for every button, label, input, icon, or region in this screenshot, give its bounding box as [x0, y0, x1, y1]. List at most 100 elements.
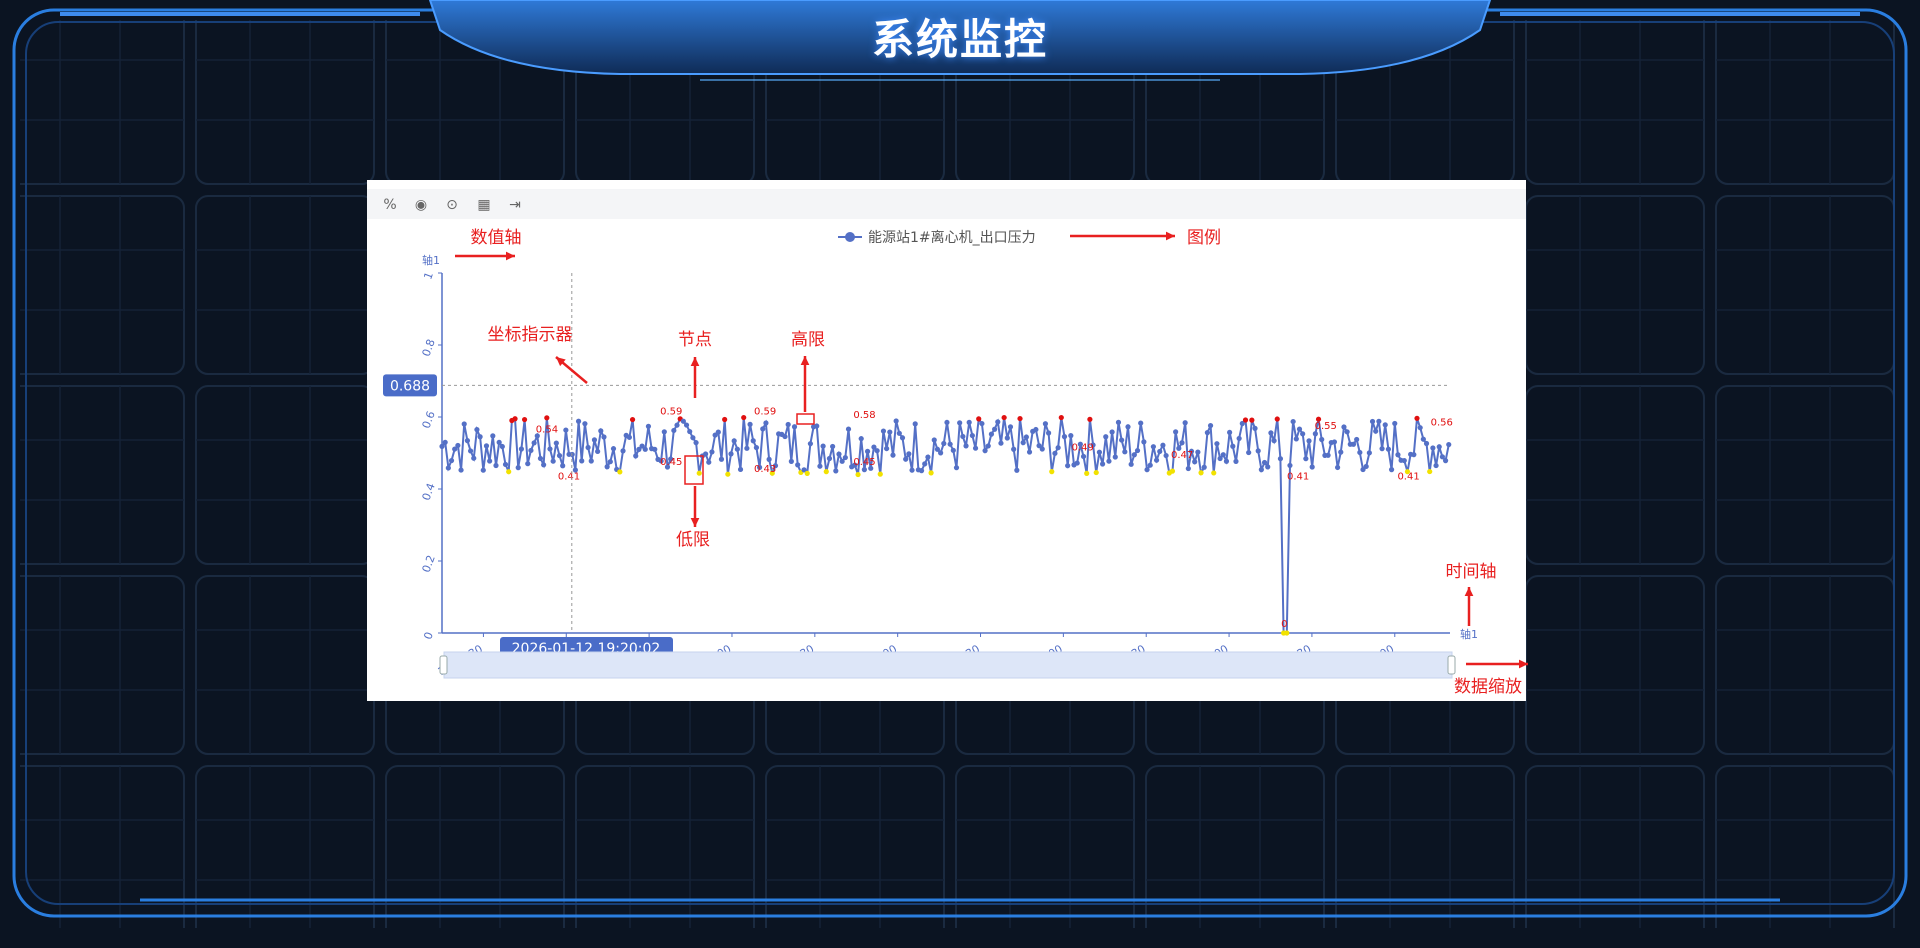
data-point [976, 416, 982, 422]
data-point [639, 443, 645, 449]
data-point [753, 444, 760, 451]
data-point [1246, 449, 1252, 456]
export-icon[interactable]: ⇥ [509, 197, 521, 213]
data-point [575, 418, 582, 424]
data-label: 0.41 [1287, 471, 1309, 482]
data-point [1300, 431, 1306, 437]
annotation-value-axis-arrow-head [505, 251, 515, 261]
data-point [1274, 416, 1280, 422]
eye-icon[interactable]: ◉ [414, 197, 428, 213]
data-point [1109, 429, 1115, 435]
data-point [772, 463, 779, 469]
data-point [502, 461, 509, 468]
data-point [1436, 444, 1442, 450]
annotation-time-axis: 时间轴 [1446, 562, 1497, 582]
data-point [906, 451, 912, 457]
data-point [588, 458, 594, 464]
data-point [550, 458, 556, 464]
data-point [1099, 461, 1106, 467]
data-point [890, 452, 896, 458]
data-point [804, 470, 810, 476]
data-point [918, 468, 925, 474]
data-point [687, 428, 693, 435]
data-point [896, 430, 902, 436]
data-point [807, 441, 814, 447]
legend-marker [845, 232, 855, 242]
zoom-handle-left[interactable] [439, 655, 448, 675]
data-point [1176, 445, 1182, 451]
data-point [947, 441, 953, 447]
data-point [1293, 436, 1299, 442]
data-point [1220, 452, 1226, 458]
data-point [1049, 469, 1055, 475]
data-point [1373, 428, 1379, 434]
data-point [1439, 454, 1446, 460]
percent-icon[interactable]: % [383, 197, 397, 213]
y-tick-label: 0 [421, 630, 436, 641]
data-label: 0.47 [1171, 450, 1193, 461]
data-point [591, 437, 598, 443]
data-point [610, 446, 617, 452]
legend-label[interactable]: 能源站1#离心机_出口压力 [868, 229, 1036, 246]
data-point [1195, 449, 1201, 455]
data-point [518, 446, 524, 452]
data-point [1160, 442, 1166, 448]
data-point [944, 419, 950, 426]
data-point [1084, 470, 1090, 476]
data-point [1227, 429, 1233, 436]
data-point [1268, 430, 1274, 436]
data-point [788, 458, 794, 464]
data-point [1290, 418, 1296, 425]
data-point [642, 446, 648, 452]
data-point [1442, 458, 1449, 464]
data-point [756, 464, 763, 470]
data-point [782, 433, 788, 440]
table-icon[interactable]: ▦ [477, 197, 491, 213]
data-point [1341, 424, 1347, 430]
data-point [668, 456, 674, 462]
data-point [1179, 440, 1185, 446]
data-point [595, 448, 601, 455]
y-tick-label: 0.6 [420, 409, 438, 430]
data-point [1249, 417, 1255, 423]
data-point [728, 451, 734, 457]
data-point [1169, 468, 1176, 474]
compare-icon[interactable]: ⊙ [446, 197, 458, 213]
data-point [598, 428, 604, 434]
data-point [941, 440, 947, 447]
data-point [1427, 468, 1433, 475]
data-point [725, 471, 731, 477]
zoom-handle-right[interactable] [1447, 655, 1456, 675]
data-point [1233, 458, 1239, 464]
data-point [680, 418, 686, 424]
data-point [1026, 449, 1033, 455]
data-point [629, 416, 636, 423]
data-point [931, 437, 937, 443]
data-point [1446, 441, 1452, 448]
data-point [1217, 455, 1223, 462]
data-point [1173, 429, 1179, 435]
data-label: 0.59 [754, 407, 776, 418]
data-point [544, 415, 550, 421]
data-point [702, 451, 709, 457]
data-point [855, 471, 861, 478]
data-point [1309, 464, 1315, 470]
data-zoom-slider[interactable] [443, 651, 1453, 679]
data-label: 0.55 [1315, 421, 1337, 432]
data-point [541, 462, 547, 468]
data-point [496, 439, 502, 445]
data-point [852, 462, 858, 468]
data-point [1004, 435, 1010, 441]
data-point [521, 416, 528, 423]
data-point [874, 448, 880, 454]
low-limit-box [684, 455, 704, 485]
data-point [661, 429, 667, 435]
data-point [877, 471, 883, 477]
data-point [464, 438, 471, 444]
data-point [483, 443, 490, 449]
data-point [1312, 431, 1318, 437]
data-point [458, 467, 464, 473]
data-point [766, 456, 772, 462]
data-point [1128, 461, 1134, 467]
